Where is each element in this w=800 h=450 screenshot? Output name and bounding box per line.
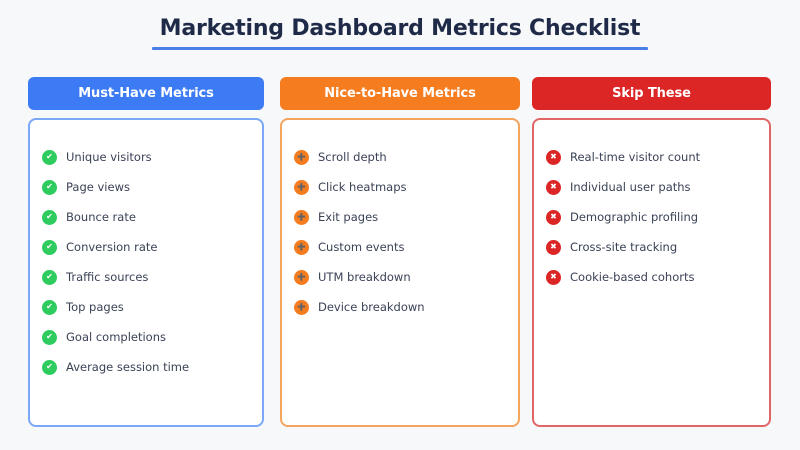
plus-circle-icon — [294, 209, 309, 225]
list-item[interactable]: Page views — [42, 172, 252, 202]
list-item-label: Cookie-based cohorts — [570, 270, 695, 284]
list-item-label: Goal completions — [66, 330, 166, 344]
list-item-label: Cross-site tracking — [570, 240, 678, 254]
check-circle-icon — [42, 239, 57, 255]
list-item-label: Custom events — [318, 240, 405, 254]
check-circle-icon — [42, 269, 57, 285]
list-item[interactable]: Exit pages — [294, 202, 508, 232]
cross-circle-icon — [546, 179, 561, 195]
list-item-label: Page views — [66, 180, 130, 194]
plus-circle-icon — [294, 239, 309, 255]
checklist-columns: Must-Have Metrics Unique visitors Page vie… — [28, 77, 772, 427]
list-item[interactable]: Custom events — [294, 232, 508, 262]
list-item-label: Device breakdown — [318, 300, 425, 314]
list-item[interactable]: Unique visitors — [42, 142, 252, 172]
list-item[interactable]: Real-time visitor count — [546, 142, 759, 172]
list-item-label: Unique visitors — [66, 150, 152, 164]
plus-circle-icon — [294, 269, 309, 285]
plus-circle-icon — [294, 179, 309, 195]
list-item[interactable]: Device breakdown — [294, 292, 508, 322]
list-item[interactable]: Conversion rate — [42, 232, 252, 262]
list-item[interactable]: Traffic sources — [42, 262, 252, 292]
list-item-label: Demographic profiling — [570, 210, 699, 224]
title-underline — [152, 47, 648, 50]
column-header-0[interactable]: Must-Have Metrics — [28, 77, 264, 110]
list-item[interactable]: Goal completions — [42, 322, 252, 352]
check-circle-icon — [42, 359, 57, 375]
list-item-label: Traffic sources — [66, 270, 149, 284]
check-circle-icon — [42, 299, 57, 315]
check-circle-icon — [42, 149, 57, 165]
item-list-2: Real-time visitor count Individual user p… — [546, 142, 759, 292]
list-item[interactable]: Cross-site tracking — [546, 232, 759, 262]
list-item-label: Scroll depth — [318, 150, 387, 164]
title-block: Marketing Dashboard Metrics Checklist — [0, 16, 800, 50]
list-item[interactable]: Top pages — [42, 292, 252, 322]
list-item-label: Average session time — [66, 360, 190, 374]
checklist-column-1: Nice-to-Have Metrics Scroll depth Click he… — [280, 77, 520, 427]
check-circle-icon — [42, 209, 57, 225]
cross-circle-icon — [546, 149, 561, 165]
list-item-label: Bounce rate — [66, 210, 136, 224]
plus-circle-icon — [294, 149, 309, 165]
item-list-1: Scroll depth Click heatmaps Exit pages Cust… — [294, 142, 508, 322]
column-header-2[interactable]: Skip These — [532, 77, 771, 110]
checklist-column-0: Must-Have Metrics Unique visitors Page vie… — [28, 77, 264, 427]
list-item-label: UTM breakdown — [318, 270, 411, 284]
checklist-column-2: Skip These Real-time visitor count Individ… — [532, 77, 771, 427]
check-circle-icon — [42, 179, 57, 195]
cross-circle-icon — [546, 209, 561, 225]
list-item[interactable]: UTM breakdown — [294, 262, 508, 292]
column-card-2: Real-time visitor count Individual user p… — [532, 118, 771, 427]
list-item[interactable]: Cookie-based cohorts — [546, 262, 759, 292]
list-item-label: Top pages — [66, 300, 124, 314]
plus-circle-icon — [294, 299, 309, 315]
list-item-label: Exit pages — [318, 210, 379, 224]
page-title: Marketing Dashboard Metrics Checklist — [159, 16, 641, 41]
check-circle-icon — [42, 329, 57, 345]
list-item[interactable]: Individual user paths — [546, 172, 759, 202]
column-card-1: Scroll depth Click heatmaps Exit pages Cust… — [280, 118, 520, 427]
list-item[interactable]: Scroll depth — [294, 142, 508, 172]
list-item[interactable]: Bounce rate — [42, 202, 252, 232]
column-card-0: Unique visitors Page views Bounce rate Conv… — [28, 118, 264, 427]
list-item-label: Real-time visitor count — [570, 150, 701, 164]
list-item[interactable]: Click heatmaps — [294, 172, 508, 202]
list-item[interactable]: Demographic profiling — [546, 202, 759, 232]
column-header-1[interactable]: Nice-to-Have Metrics — [280, 77, 520, 110]
list-item-label: Individual user paths — [570, 180, 691, 194]
list-item-label: Conversion rate — [66, 240, 158, 254]
cross-circle-icon — [546, 239, 561, 255]
cross-circle-icon — [546, 269, 561, 285]
list-item[interactable]: Average session time — [42, 352, 252, 382]
list-item-label: Click heatmaps — [318, 180, 407, 194]
item-list-0: Unique visitors Page views Bounce rate Conv… — [42, 142, 252, 382]
